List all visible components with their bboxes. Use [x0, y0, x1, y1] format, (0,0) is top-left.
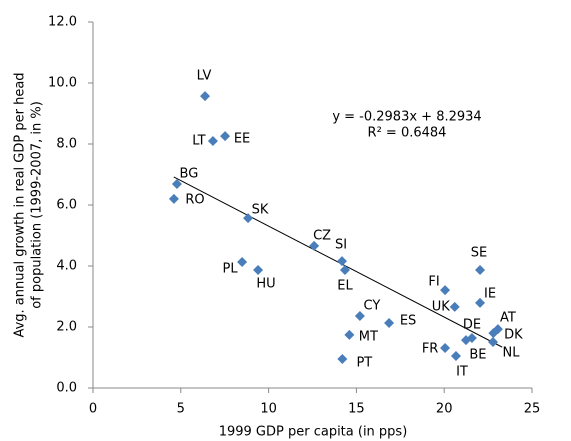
- point-label: CZ: [313, 228, 331, 243]
- y-tick-label: 2.0: [56, 320, 77, 335]
- point-label: BG: [180, 166, 199, 181]
- y-tick-label: 6.0: [56, 198, 77, 213]
- x-tick-label: 10: [260, 402, 277, 417]
- x-tick-label: 5: [177, 402, 185, 417]
- point-label: PL: [223, 262, 239, 277]
- point-label: CY: [364, 299, 381, 314]
- point: [449, 301, 460, 312]
- point: [243, 213, 254, 224]
- point: [440, 285, 451, 296]
- x-tick-label: 20: [436, 402, 453, 417]
- point-label: MT: [359, 329, 378, 344]
- point: [207, 135, 218, 146]
- point-label: AT: [500, 311, 516, 326]
- point-label: SE: [471, 245, 487, 260]
- point-label: SI: [335, 238, 347, 253]
- point-label: ES: [400, 314, 416, 329]
- point: [475, 264, 486, 275]
- point: [337, 354, 348, 365]
- x-tick-label: 15: [348, 402, 365, 417]
- point: [344, 329, 355, 340]
- point: [237, 257, 248, 268]
- y-axis-title: of population (1999-2007, in %): [30, 101, 45, 309]
- point: [488, 336, 499, 347]
- point: [440, 343, 451, 354]
- point-label: PT: [356, 356, 372, 371]
- point-label: EE: [234, 132, 250, 147]
- x-tick-label: 0: [89, 402, 97, 417]
- point-label: IT: [456, 364, 468, 379]
- point-label: SK: [252, 203, 269, 218]
- point-label: RO: [185, 192, 204, 207]
- equation: y = -0.2983x + 8.2934: [332, 110, 481, 125]
- point-label: DE: [463, 317, 481, 332]
- point: [168, 193, 179, 204]
- point-label: FI: [428, 275, 439, 290]
- point-label: HU: [256, 276, 275, 291]
- y-tick-label: 8.0: [56, 137, 77, 152]
- point-label: LT: [192, 133, 205, 148]
- point: [460, 335, 471, 346]
- y-tick-label: 4.0: [56, 259, 77, 274]
- point: [475, 297, 486, 308]
- point: [309, 240, 320, 251]
- point-label: DK: [504, 328, 523, 343]
- y-tick-label: 0.0: [56, 381, 77, 396]
- point-label: FR: [422, 342, 439, 357]
- point: [220, 131, 231, 142]
- point: [384, 318, 395, 329]
- point: [253, 264, 264, 275]
- point-label: BE: [469, 348, 486, 363]
- x-tick-label: 25: [524, 402, 541, 417]
- point: [171, 178, 182, 189]
- point: [488, 328, 499, 339]
- y-axis-title: Avg. annual growth in real GDP per head: [13, 72, 28, 337]
- point-label: UK: [432, 299, 451, 314]
- point: [450, 350, 461, 361]
- point-label: NL: [503, 345, 521, 360]
- r-squared: R² = 0.6484: [368, 126, 447, 141]
- point: [200, 91, 211, 102]
- y-tick-label: 10.0: [48, 76, 77, 91]
- point-label: EL: [337, 278, 353, 293]
- point-label: IE: [484, 286, 496, 301]
- x-axis-title: 1999 GDP per capita (in pps): [219, 425, 408, 440]
- point-label: LV: [197, 69, 212, 84]
- point: [354, 311, 365, 322]
- point: [339, 264, 350, 275]
- y-tick-label: 12.0: [48, 15, 77, 30]
- point: [337, 256, 348, 267]
